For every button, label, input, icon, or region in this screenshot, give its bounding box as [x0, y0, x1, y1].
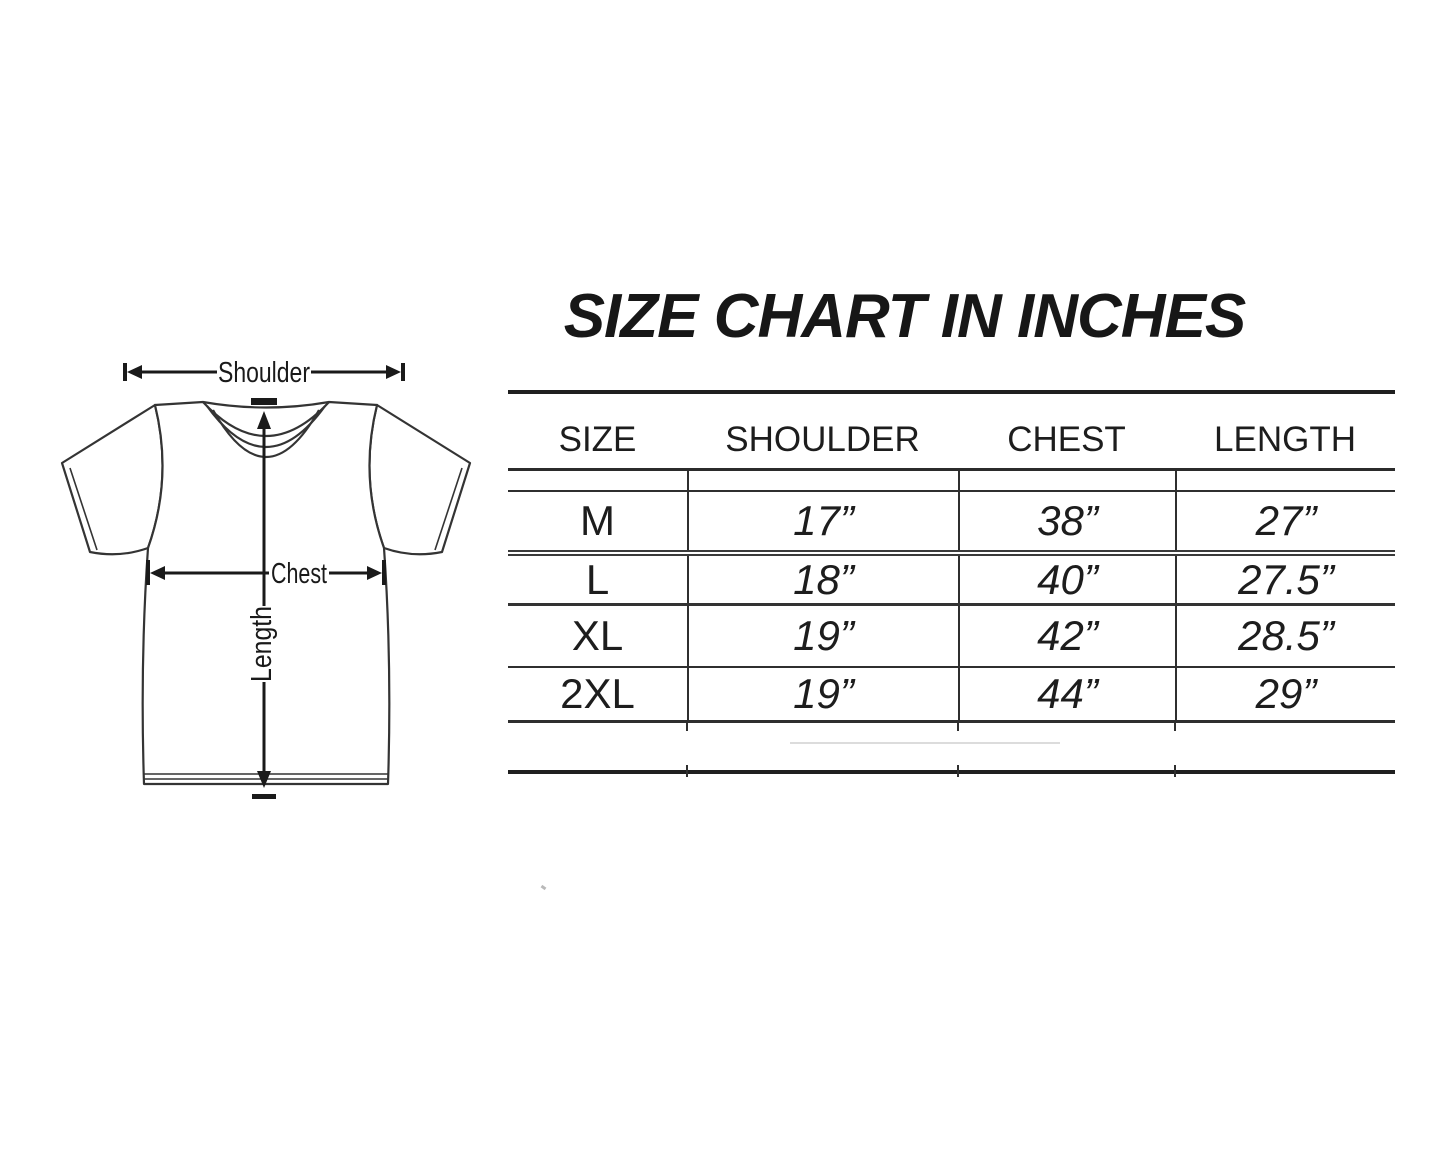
shoulder-value: 19” — [687, 606, 958, 666]
length-value: 27” — [1175, 492, 1395, 550]
length-label: Length — [246, 606, 278, 682]
length-value: 28.5” — [1175, 606, 1395, 666]
scan-smudge — [790, 742, 1060, 744]
page-title: SIZE CHART IN INCHES — [563, 282, 1247, 351]
chest-value: 42” — [958, 606, 1175, 666]
length-value: 27.5” — [1175, 556, 1395, 603]
shoulder-value: 19” — [687, 668, 958, 720]
size-value: L — [585, 555, 610, 603]
tshirt-outline-icon — [60, 400, 472, 786]
table-row-m: M 17” 38” 27” — [508, 492, 1395, 556]
chest-value: 38” — [958, 492, 1175, 550]
chest-label: Chest — [271, 558, 327, 590]
table-spacer-row — [508, 471, 1395, 492]
table-footer-gap — [508, 723, 1395, 777]
table-row-l: L 18” 40” 27.5” — [508, 556, 1395, 606]
length-value: 29” — [1175, 668, 1395, 720]
size-value: XL — [571, 612, 624, 659]
chest-value: 44” — [958, 668, 1175, 720]
size-value: 2XL — [560, 670, 635, 717]
column-header-shoulder: SHOULDER — [725, 420, 920, 459]
scan-speck — [540, 884, 547, 891]
size-table: SIZE SHOULDER CHEST LENGTH M 17” 38” 27”… — [508, 390, 1395, 777]
column-header-length: LENGTH — [1214, 420, 1356, 459]
table-row-xl: XL 19” 42” 28.5” — [508, 606, 1395, 668]
size-value: M — [580, 497, 615, 544]
length-dimension-arrow — [252, 411, 276, 799]
shoulder-value: 18” — [687, 556, 958, 603]
collar-tick-mark — [251, 398, 277, 405]
tshirt-measurement-diagram: Shoulder Chest Length — [60, 357, 472, 799]
chest-value: 40” — [958, 556, 1175, 603]
chest-dimension-arrow — [146, 560, 386, 585]
column-header-size: SIZE — [558, 420, 637, 459]
shoulder-dimension-arrow — [123, 363, 405, 381]
column-header-chest: CHEST — [1007, 420, 1126, 459]
shoulder-label: Shoulder — [218, 357, 310, 389]
table-row-2xl: 2XL 19” 44” 29” — [508, 668, 1395, 723]
shoulder-value: 17” — [687, 492, 958, 550]
table-header-row: SIZE SHOULDER CHEST LENGTH — [508, 394, 1395, 471]
